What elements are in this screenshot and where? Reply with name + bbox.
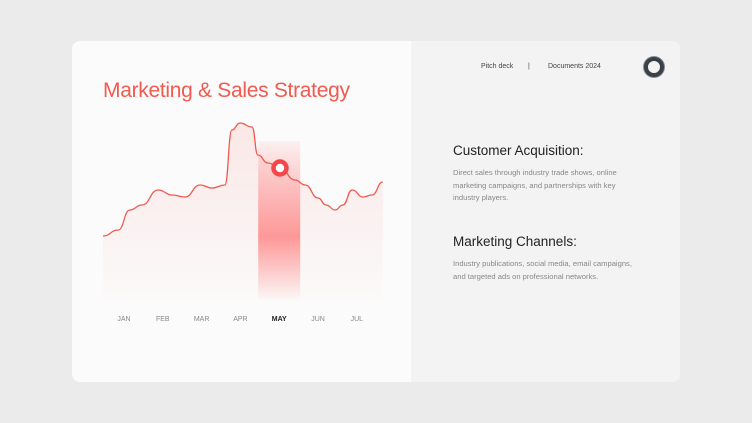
info-panel: Pitch deck | Documents 2024 Customer Acq…: [411, 41, 680, 382]
x-tick-label: MAY: [272, 316, 287, 323]
ring-avatar-icon[interactable]: [644, 57, 664, 77]
series-line: [103, 122, 383, 237]
area-fill: [103, 123, 383, 300]
nav-documents[interactable]: Documents 2024: [548, 63, 601, 70]
x-tick-label: JUN: [311, 316, 325, 323]
section-body: Industry publications, social media, ema…: [453, 259, 632, 281]
x-tick-label: MAR: [194, 316, 210, 323]
chart-title: Marketing & Sales Strategy: [103, 79, 350, 102]
x-tick-label: APR: [233, 316, 247, 323]
x-tick-label: JAN: [117, 316, 130, 323]
data-point-marker: [271, 159, 289, 177]
section-body: Direct sales through industry trade show…: [453, 168, 617, 202]
x-tick-label: FEB: [156, 316, 170, 323]
chart: JAN FEB MAR APR MAY JUN JUL: [103, 122, 383, 323]
section-heading: Customer Acquisition:: [453, 143, 584, 158]
nav-divider: |: [528, 63, 530, 70]
card: Marketing & Sales Strategy JAN FEB MAR APR M…: [72, 41, 680, 382]
nav-pitch-deck[interactable]: Pitch deck: [481, 63, 514, 70]
x-tick-label: JUL: [351, 316, 364, 323]
section-heading: Marketing Channels:: [453, 234, 577, 249]
